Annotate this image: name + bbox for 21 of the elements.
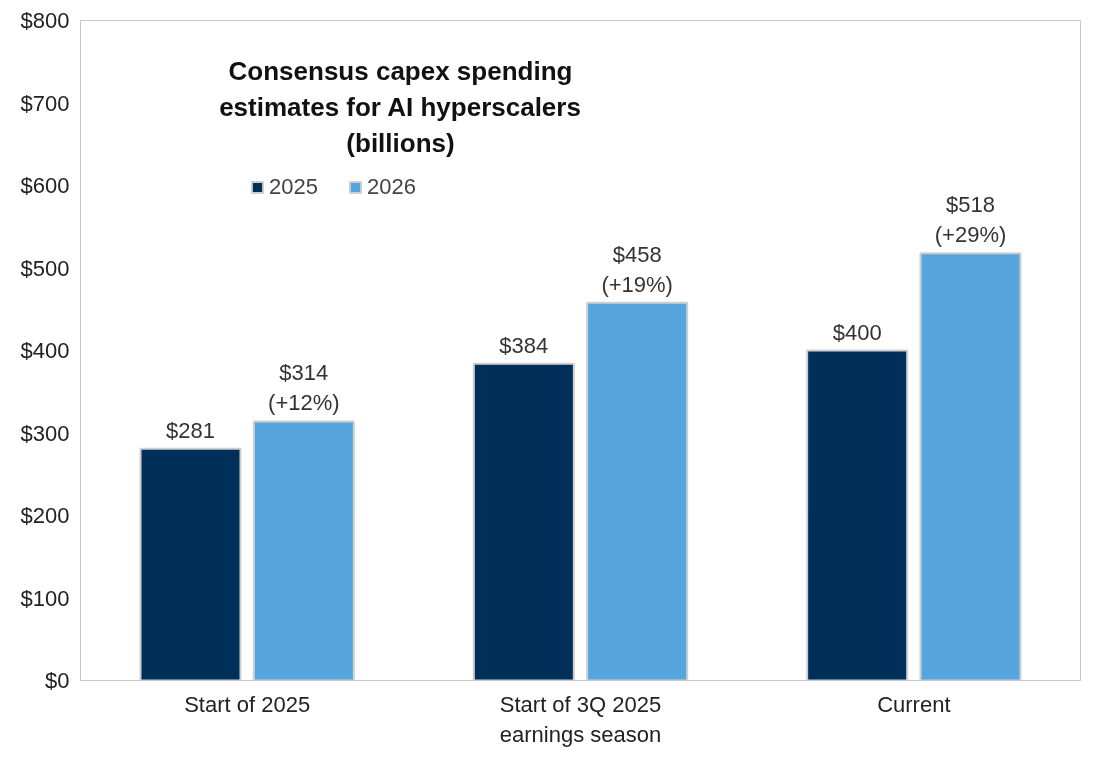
data-label: $314 (+12%) [268,360,340,416]
y-tick-label: $700 [20,90,70,116]
data-label: $518 (+29%) [934,192,1007,248]
x-tick-label: Start of 2025 [184,691,311,717]
text: Consensus capex spending estimates for AI hyperscalers (billions) [219,55,581,158]
x-tick-label: Start of 3Q 2025 earnings season [499,691,662,747]
data-label: $281 [166,417,215,443]
y-tick-label: $800 [20,8,70,33]
data-label: $384 [499,332,549,358]
legend-label: 2025 [269,174,318,200]
y-tick-label: $300 [20,420,70,446]
y-tick-label: $100 [20,585,70,611]
x-tick-label: Current [877,691,951,717]
legend-label: 2026 [366,174,416,200]
y-tick-label: $400 [20,338,70,363]
y-tick-label: $200 [20,503,70,528]
y-tick-label: $0 [45,668,70,693]
data-label: $400 [832,319,882,345]
y-tick-label: $500 [20,255,70,281]
y-tick-label: $600 [20,173,70,198]
data-label: $458 (+19%) [601,241,673,297]
